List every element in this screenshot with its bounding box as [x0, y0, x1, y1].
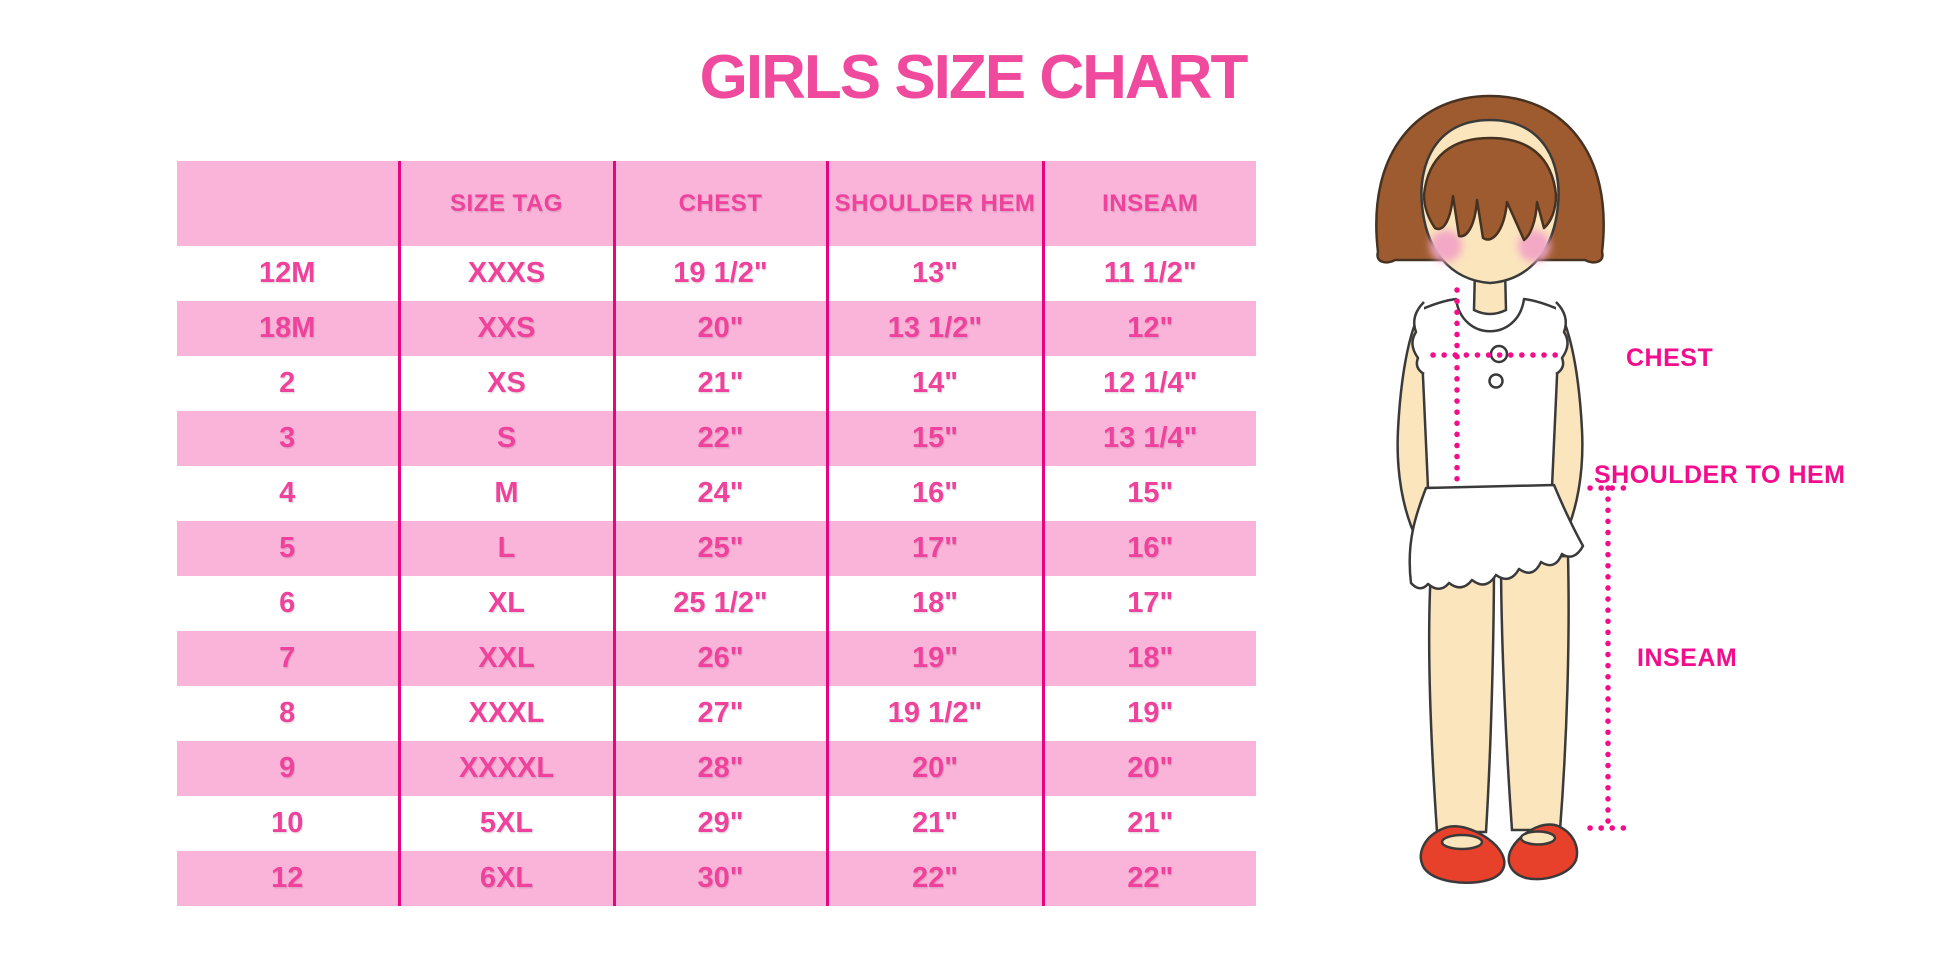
table-cell: 12	[177, 851, 401, 906]
size-table-body: 12M XXXS 19 1/2" 13" 11 1/2" 18M XXS 20" 13 1/2"…	[177, 246, 1256, 906]
table-row: 2 XS 21" 14" 12 1/4"	[177, 356, 1256, 411]
table-cell: 27"	[614, 686, 829, 741]
header-cell: INSEAM	[1043, 161, 1256, 246]
size-table-container: SIZE TAG CHEST SHOULDER HEM INSEAM 12M XXXS 1…	[177, 161, 1256, 906]
table-row: 12M XXXS 19 1/2" 13" 11 1/2"	[177, 246, 1256, 301]
table-row: 7 XXL 26" 19" 18"	[177, 631, 1256, 686]
table-row: 18M XXS 20" 13 1/2" 12"	[177, 301, 1256, 356]
table-cell: 22"	[614, 411, 829, 466]
table-cell: 22"	[1043, 851, 1256, 906]
table-cell: 16"	[827, 466, 1045, 521]
header-row: SIZE TAG CHEST SHOULDER HEM INSEAM	[177, 161, 1256, 246]
table-cell: 25"	[614, 521, 829, 576]
table-cell: 15"	[827, 411, 1045, 466]
header-cell: SHOULDER HEM	[827, 161, 1045, 246]
table-cell: 11 1/2"	[1103, 257, 1197, 289]
table-cell: 10	[177, 796, 401, 851]
table-cell: 29"	[614, 796, 829, 851]
table-cell: 19 1/2"	[614, 246, 829, 301]
header-cell: SIZE TAG	[399, 161, 616, 246]
table-cell: M	[399, 466, 616, 521]
table-cell: 13 1/4"	[1043, 411, 1256, 466]
table-cell: 21"	[614, 356, 829, 411]
table-cell: 5XL	[399, 796, 616, 851]
table-cell: L	[399, 521, 616, 576]
table-cell: 6	[177, 576, 401, 631]
table-cell: 28"	[614, 741, 829, 796]
table-cell: 20"	[614, 301, 829, 356]
table-cell: 7	[177, 631, 401, 686]
table-cell: 19 1/2"	[827, 686, 1045, 741]
table-cell: 13 1/2"	[827, 301, 1045, 356]
page-title: GIRLS SIZE CHART	[699, 43, 1249, 112]
table-row: 10 5XL 29" 21" 21"	[177, 796, 1256, 851]
inseam-label: INSEAM	[1637, 644, 1738, 672]
blush-left	[1430, 230, 1462, 262]
shoe-left-strap-gap	[1440, 833, 1484, 851]
table-row: 3 S 22" 15" 13 1/4"	[177, 411, 1256, 466]
table-cell: XXL	[399, 631, 616, 686]
table-cell: 17"	[1127, 587, 1174, 619]
table-cell: 18"	[827, 576, 1045, 631]
ruffle-left	[1411, 301, 1425, 376]
table-cell: 19"	[827, 631, 1045, 686]
header-cell: CHEST	[614, 161, 829, 246]
table-cell: XXXL	[399, 686, 616, 741]
table-row: 5 L 25" 17" 16"	[177, 521, 1256, 576]
bangs	[1422, 136, 1558, 242]
button-bottom	[1488, 373, 1504, 389]
table-cell: 8	[177, 686, 401, 741]
leg-left	[1427, 554, 1496, 834]
shoe-right-strap-gap	[1519, 830, 1557, 846]
table-cell: XXXXL	[399, 741, 616, 796]
table-cell: 6XL	[399, 851, 616, 906]
table-cell: 20"	[827, 741, 1045, 796]
girl-illustration	[1375, 94, 1629, 884]
table-cell: XXS	[399, 301, 616, 356]
table-row: 12 6XL 30" 22" 22"	[177, 851, 1256, 906]
table-cell: 13"	[827, 246, 1045, 301]
table-cell: 5	[177, 521, 401, 576]
table-cell: 16"	[1043, 521, 1256, 576]
size-table-header: SIZE TAG CHEST SHOULDER HEM INSEAM	[177, 161, 1256, 246]
table-cell: XL	[399, 576, 616, 631]
table-row: 9 XXXXL 28" 20" 20"	[177, 741, 1256, 796]
table-cell: 18M	[177, 301, 401, 356]
table-cell: 26"	[614, 631, 829, 686]
ruffle-right	[1555, 301, 1569, 376]
table-cell: 2	[177, 356, 401, 411]
table-cell: XS	[399, 356, 616, 411]
table-cell: 30"	[614, 851, 829, 906]
table-row: 4 M 24" 16" 15"	[177, 466, 1256, 521]
table-cell: XXXS	[399, 246, 616, 301]
table-cell: 9	[177, 741, 401, 796]
top-bodice	[1418, 297, 1562, 490]
chest-label: CHEST	[1626, 344, 1714, 372]
table-cell: 18"	[1043, 631, 1256, 686]
table-cell: 3	[177, 411, 401, 466]
table-cell: S	[399, 411, 616, 466]
table-row: 8 XXXL 27" 19 1/2" 19"	[177, 686, 1256, 741]
leg-right	[1499, 554, 1570, 832]
table-cell: 21"	[1127, 807, 1174, 839]
table-cell: 21"	[827, 796, 1045, 851]
table-cell: 22"	[827, 851, 1045, 906]
table-cell: 24"	[614, 466, 829, 521]
table-cell: 20"	[1043, 741, 1256, 796]
table-cell: 15"	[1127, 477, 1174, 509]
table-cell: 19"	[1127, 697, 1174, 729]
table-cell: 12M	[177, 246, 401, 301]
table-cell: 12"	[1043, 301, 1256, 356]
table-row: 6 XL 25 1/2" 18" 17"	[177, 576, 1256, 631]
table-cell: 14"	[827, 356, 1045, 411]
table-cell: 12 1/4"	[1103, 367, 1198, 399]
shoulder-to-hem-label: SHOULDER TO HEM	[1594, 461, 1846, 489]
header-cell	[177, 161, 401, 246]
table-cell: 17"	[827, 521, 1045, 576]
skirt	[1408, 483, 1585, 590]
size-table: SIZE TAG CHEST SHOULDER HEM INSEAM 12M XXXS 1…	[177, 161, 1256, 906]
table-cell: 25 1/2"	[614, 576, 829, 631]
table-cell: 4	[177, 466, 401, 521]
